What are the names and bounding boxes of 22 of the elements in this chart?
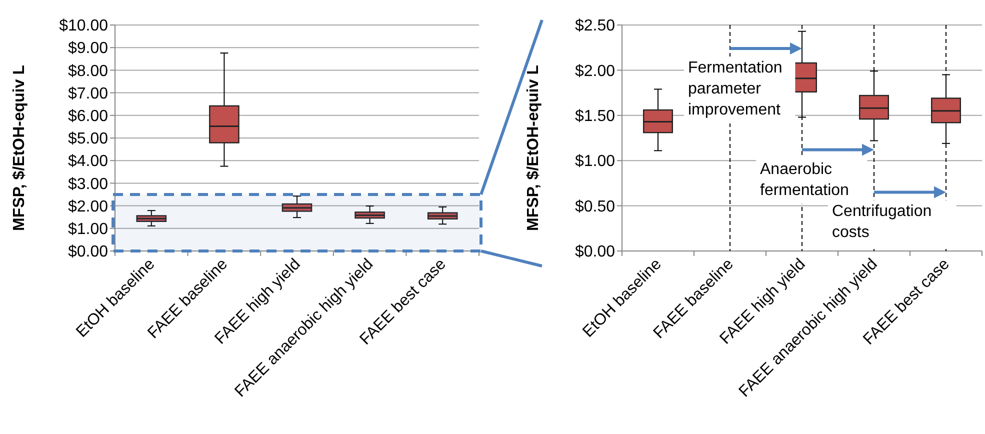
y-tick-label: $10.00: [59, 18, 108, 35]
y-tick-label: $3.00: [68, 176, 108, 193]
y-tick-label: $2.00: [68, 198, 108, 216]
y-tick-label: $7.00: [68, 85, 108, 102]
y-tick-label: $4.00: [68, 153, 108, 170]
annotation: Anaerobic fermentation: [760, 160, 849, 199]
y-tick-label: $1.50: [574, 108, 616, 125]
y-tick-label: $9.00: [68, 40, 108, 58]
y-tick-label: $0.00: [574, 244, 616, 261]
y-tick-label: $6.00: [68, 108, 108, 125]
annotation: Centrifugation costs: [832, 203, 932, 242]
y-axis-title: MFSP, $/EtOH-equiv L: [525, 64, 542, 231]
y-tick-label: $1.00: [574, 153, 616, 170]
y-tick-label: $0.00: [68, 244, 108, 261]
y-tick-label: $1.00: [68, 221, 108, 238]
y-tick-label: $5.00: [68, 130, 108, 148]
y-tick-label: $8.00: [68, 62, 108, 80]
annotation: Fermentation parameter improvement: [688, 60, 782, 119]
y-tick-label: $0.50: [574, 198, 616, 216]
y-tick-label: $2.00: [574, 62, 616, 80]
y-axis-title: MFSP, $/EtOH-equiv L: [11, 64, 28, 231]
y-tick-label: $2.50: [574, 18, 616, 35]
